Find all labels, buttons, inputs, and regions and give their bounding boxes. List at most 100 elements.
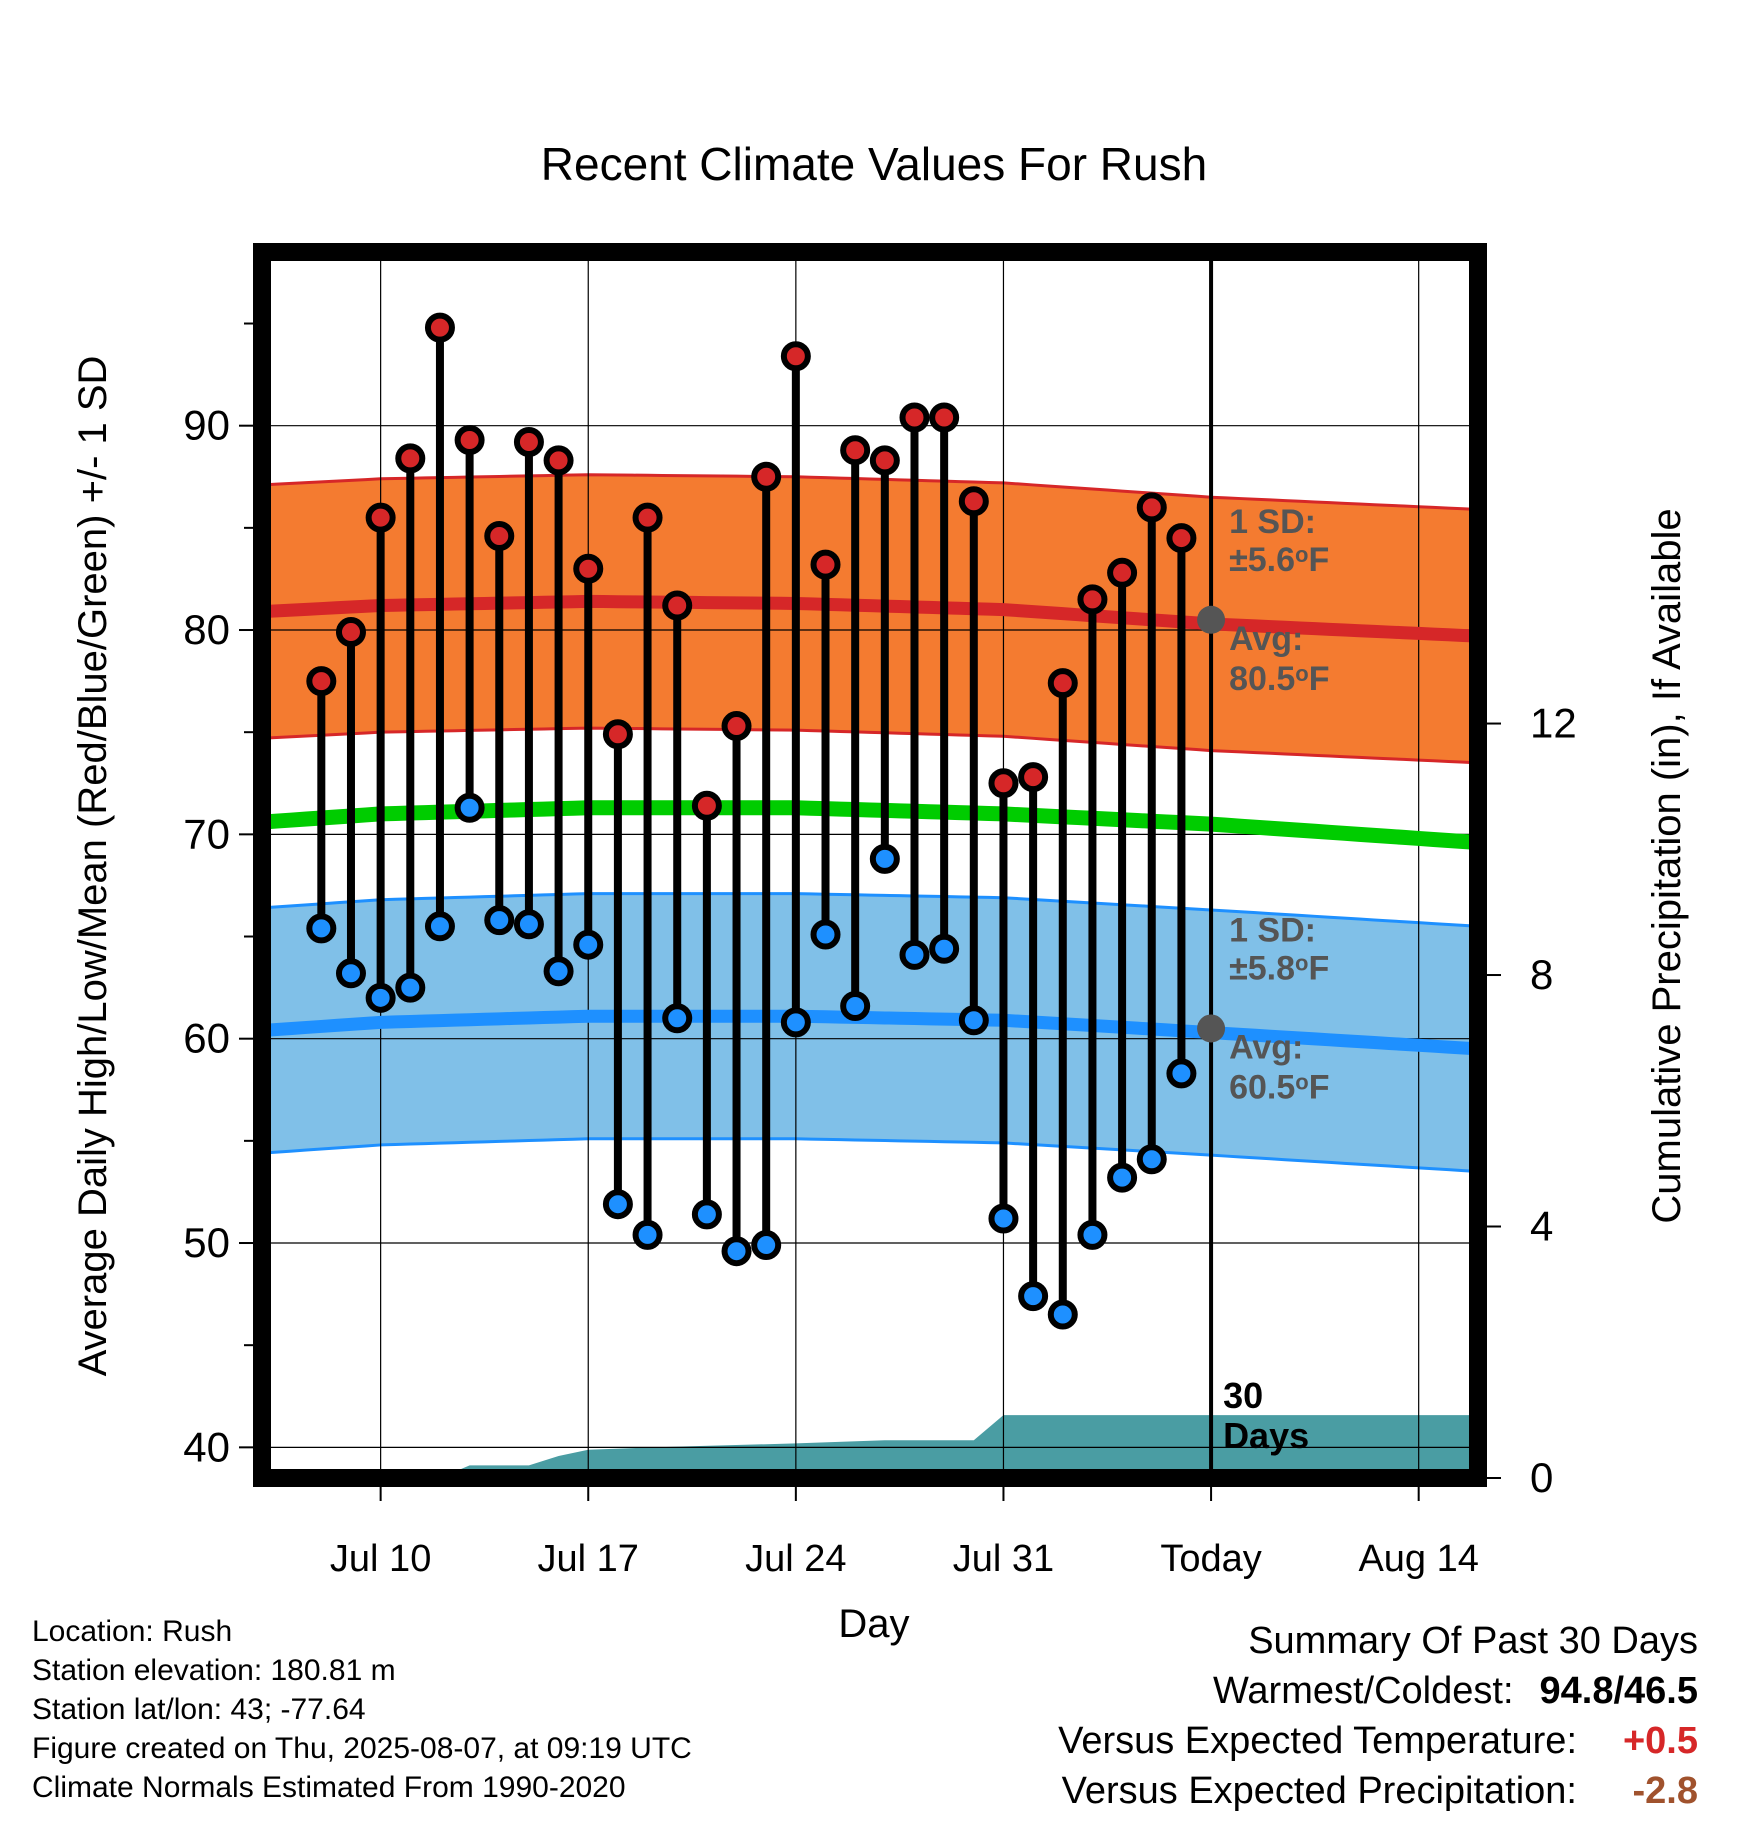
period-label: Days xyxy=(1223,1415,1309,1456)
high-point xyxy=(602,719,633,750)
high-sd-upper-edge xyxy=(262,473,1478,511)
chart-title: Recent Climate Values For Rush xyxy=(541,138,1207,190)
x-tick-label: Aug 14 xyxy=(1358,1538,1478,1580)
high-avg-value: 80.5oF xyxy=(1229,660,1329,698)
low-point xyxy=(573,929,604,960)
y-tick-label: 70 xyxy=(183,810,230,857)
x-tick-label: Today xyxy=(1160,1538,1261,1580)
high-point xyxy=(662,590,693,621)
low-point xyxy=(424,911,455,942)
low-point xyxy=(1077,1219,1108,1250)
low-point xyxy=(1136,1144,1167,1175)
high-point xyxy=(988,768,1019,799)
temp-anomaly-value: +0.5 xyxy=(1622,1720,1698,1762)
low-point xyxy=(395,972,426,1003)
high-point xyxy=(395,443,426,474)
low-point xyxy=(335,958,366,989)
low-sd-lower-edge xyxy=(262,1137,1478,1173)
low-point xyxy=(840,990,871,1021)
high-sd-value: ±5.6oF xyxy=(1229,541,1329,579)
high-point xyxy=(306,666,337,697)
low-point xyxy=(1047,1299,1078,1330)
high-point xyxy=(1047,668,1078,699)
low-point xyxy=(691,1199,722,1230)
high-point xyxy=(484,521,515,552)
plot-frame xyxy=(253,243,1487,1487)
high-point xyxy=(1077,584,1108,615)
y-tick-label: 50 xyxy=(183,1219,230,1266)
low-sd-value: ±5.8oF xyxy=(1229,949,1329,987)
high-avg-line xyxy=(262,594,1478,643)
station-info: Location: Rush Station elevation: 180.81… xyxy=(32,1612,692,1807)
y-tick-label: 90 xyxy=(183,402,230,449)
low-avg-value: 60.5oF xyxy=(1229,1068,1329,1106)
y2-tick-label: 4 xyxy=(1530,1203,1553,1250)
precip-anomaly-label: Versus Expected Precipitation: xyxy=(1061,1770,1577,1812)
high-point xyxy=(929,402,960,433)
low-point xyxy=(662,1003,693,1034)
low-point xyxy=(899,939,930,970)
high-avg-label: Avg: xyxy=(1229,620,1303,658)
low-sd-label: 1 SD: xyxy=(1229,911,1316,949)
high-point xyxy=(691,790,722,821)
summary-panel: Summary Of Past 30 Days Warmest/Coldest:… xyxy=(1058,1616,1698,1816)
low-point xyxy=(1107,1162,1138,1193)
high-sd-label: 1 SD: xyxy=(1229,503,1316,541)
precip-anomaly-value: -2.8 xyxy=(1632,1770,1698,1812)
low-point xyxy=(365,982,396,1013)
low-point xyxy=(929,933,960,964)
low-point xyxy=(543,956,574,987)
warm-cold-value: 94.8/46.5 xyxy=(1539,1670,1698,1712)
location-text: Location: Rush xyxy=(32,1615,233,1648)
y-tick-label: 60 xyxy=(183,1015,230,1062)
warm-cold-row: Warmest/Coldest: 94.8/46.5 xyxy=(1058,1666,1698,1716)
period-label: 30 xyxy=(1223,1375,1263,1416)
low-point xyxy=(869,843,900,874)
low-avg-label: Avg: xyxy=(1229,1028,1303,1066)
warm-cold-label: Warmest/Coldest: xyxy=(1212,1670,1514,1712)
low-point xyxy=(602,1189,633,1220)
low-point xyxy=(721,1236,752,1267)
y-tick-label: 80 xyxy=(183,606,230,653)
created-text: Figure created on Thu, 2025-08-07, at 09… xyxy=(32,1732,692,1765)
x-tick-label: Jul 17 xyxy=(538,1538,639,1580)
low-sd-upper-edge xyxy=(262,892,1478,928)
high-avg-marker xyxy=(1197,605,1226,634)
low-point xyxy=(958,1005,989,1036)
low-avg-marker xyxy=(1197,1014,1226,1043)
high-point xyxy=(1166,523,1197,554)
high-point xyxy=(1018,762,1049,793)
low-point xyxy=(513,909,544,940)
low-point xyxy=(306,913,337,944)
high-point xyxy=(632,502,663,533)
summary-heading: Summary Of Past 30 Days xyxy=(1248,1620,1698,1662)
high-point xyxy=(810,549,841,580)
high-point xyxy=(869,445,900,476)
high-point xyxy=(454,424,485,455)
low-avg-line xyxy=(262,1009,1478,1056)
low-point xyxy=(1166,1058,1197,1089)
x-axis-label: Day xyxy=(838,1602,909,1646)
y2-axis-label: Cumulative Precipitation (in), If Availa… xyxy=(1645,508,1689,1223)
high-point xyxy=(721,711,752,742)
high-point xyxy=(899,402,930,433)
x-tick-label: Jul 31 xyxy=(953,1538,1054,1580)
low-point xyxy=(810,919,841,950)
high-point xyxy=(513,427,544,458)
temp-anomaly-row: Versus Expected Temperature: +0.5 xyxy=(1058,1716,1698,1766)
low-point xyxy=(1018,1281,1049,1312)
low-point xyxy=(780,1007,811,1038)
precip-area xyxy=(262,1415,1478,1478)
normals-text: Climate Normals Estimated From 1990-2020 xyxy=(32,1771,626,1804)
x-tick-label: Jul 24 xyxy=(745,1538,846,1580)
high-sd-lower-edge xyxy=(262,726,1478,765)
high-point xyxy=(1136,492,1167,523)
low-point xyxy=(751,1230,782,1261)
elevation-text: Station elevation: 180.81 m xyxy=(32,1654,396,1687)
high-point xyxy=(1107,557,1138,588)
precip-anomaly-row: Versus Expected Precipitation: -2.8 xyxy=(1058,1766,1698,1816)
high-point xyxy=(335,617,366,648)
y-tick-label: 40 xyxy=(183,1423,230,1470)
y2-tick-label: 8 xyxy=(1530,951,1553,998)
